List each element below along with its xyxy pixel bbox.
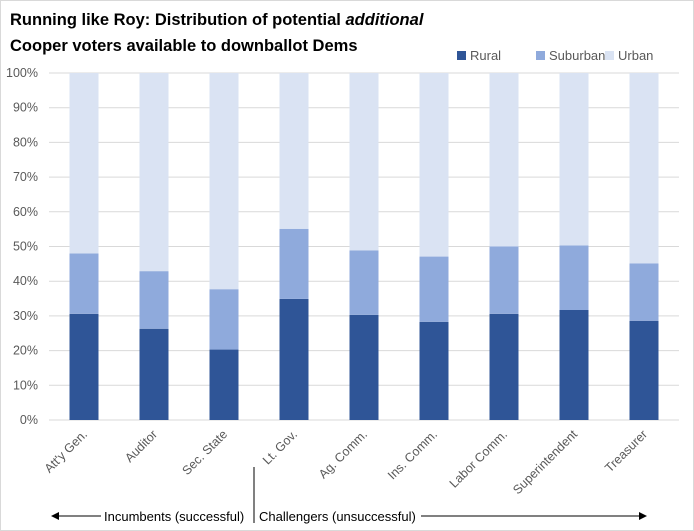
bar-urban	[279, 73, 309, 229]
y-tick-label: 50%	[13, 240, 38, 254]
x-tick-label: Lt. Gov.	[260, 427, 300, 467]
bar-suburban	[629, 263, 659, 321]
y-tick-label: 90%	[13, 101, 38, 115]
y-tick-label: 70%	[13, 170, 38, 184]
bar-rural	[279, 298, 309, 420]
bar-suburban	[209, 289, 239, 350]
bar-urban	[209, 73, 239, 290]
legend-label: Rural	[470, 48, 501, 63]
y-tick-label: 60%	[13, 205, 38, 219]
legend-swatch-suburban	[536, 51, 545, 60]
bar-urban	[349, 73, 379, 251]
bar-suburban	[349, 250, 379, 315]
bar-urban	[139, 73, 169, 272]
bar-rural	[349, 314, 379, 420]
bar-suburban	[559, 245, 589, 311]
right-arrow-icon	[639, 512, 647, 520]
x-tick-label: Treasurer	[602, 427, 650, 475]
bar-rural	[209, 349, 239, 420]
bar-rural	[559, 310, 589, 420]
legend-label: Urban	[618, 48, 653, 63]
x-tick-label: Att'y Gen.	[42, 427, 90, 475]
legend-swatch-urban	[605, 51, 614, 60]
title-text: Running like Roy: Distribution of potent…	[10, 11, 346, 29]
bar-urban	[419, 73, 449, 257]
y-tick-label: 10%	[13, 378, 38, 392]
legend-swatch-rural	[457, 51, 466, 60]
y-tick-label: 80%	[13, 135, 38, 149]
title-italic: additional	[345, 11, 424, 29]
y-tick-label: 0%	[20, 413, 38, 427]
x-tick-label: Ag. Comm.	[316, 427, 370, 481]
bar-suburban	[69, 253, 99, 314]
x-tick-label: Auditor	[122, 427, 160, 465]
bar-rural	[69, 313, 99, 420]
bar-suburban	[139, 271, 169, 329]
bar-rural	[419, 321, 449, 420]
y-tick-label: 40%	[13, 274, 38, 288]
bar-suburban	[419, 256, 449, 322]
annotation-challengers: Challengers (unsuccessful)	[259, 509, 416, 524]
x-tick-label: Labor Comm.	[447, 427, 510, 490]
chart-title: Running like Roy: Distribution of potent…	[10, 7, 423, 59]
bar-suburban	[279, 228, 309, 299]
bar-urban	[559, 73, 589, 246]
bar-urban	[69, 73, 99, 254]
bar-rural	[489, 313, 519, 420]
left-arrow-icon	[51, 512, 59, 520]
legend-label: Suburban	[549, 48, 605, 63]
x-tick-label: Superintendent	[510, 427, 580, 497]
y-tick-label: 20%	[13, 344, 38, 358]
bar-suburban	[489, 246, 519, 314]
bar-urban	[489, 73, 519, 247]
bar-rural	[139, 328, 169, 420]
annotation-incumbents: Incumbents (successful)	[104, 509, 244, 524]
title-line2: Cooper voters available to downballot De…	[10, 37, 358, 55]
bar-rural	[629, 320, 659, 420]
x-tick-label: Sec. State	[179, 427, 230, 478]
y-tick-label: 100%	[6, 66, 38, 80]
bar-urban	[629, 73, 659, 264]
y-tick-label: 30%	[13, 309, 38, 323]
x-tick-label: Ins. Comm.	[385, 427, 440, 482]
